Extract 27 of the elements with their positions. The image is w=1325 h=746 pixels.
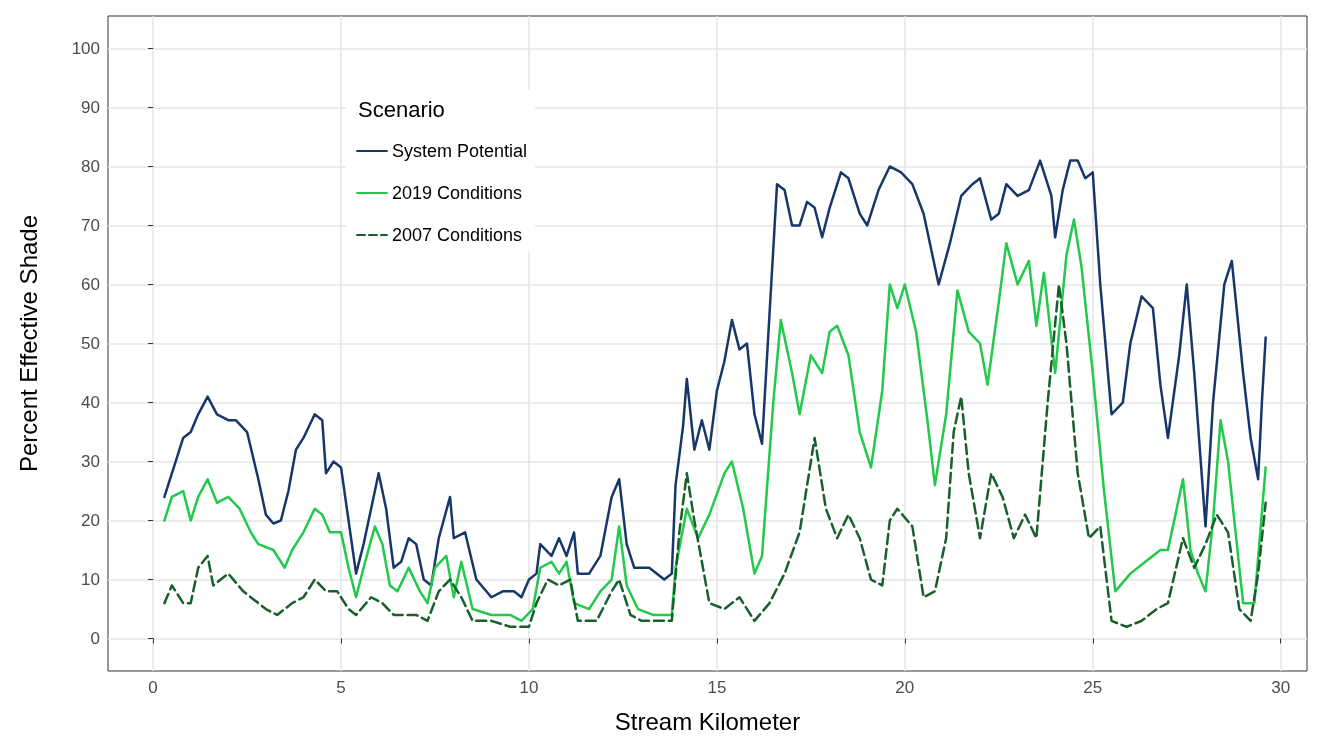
y-tick-label: 70	[81, 215, 100, 235]
y-tick-label: 60	[81, 274, 100, 294]
y-tick-label: 90	[81, 97, 100, 117]
y-tick-label: 50	[81, 334, 100, 353]
x-tick-label: 0	[148, 678, 158, 697]
x-tick-label: 5	[336, 678, 346, 697]
x-tick-label: 10	[519, 678, 539, 697]
y-tick-label: 80	[81, 156, 100, 176]
x-tick-label: 20	[895, 678, 915, 697]
y-tick-label: 0	[90, 629, 100, 649]
y-axis-title: Percent Effective Shade	[14, 214, 42, 473]
legend-label: 2007 Conditions	[392, 225, 523, 245]
x-axis-title: Stream Kilometer	[614, 707, 801, 735]
y-tick-label: 20	[81, 511, 100, 531]
line-series	[163, 283, 1267, 628]
x-tick-label: 25	[1083, 678, 1103, 697]
y-tick-label: 30	[81, 452, 100, 472]
x-tick-label: 15	[707, 678, 727, 697]
y-tick-label: 10	[81, 570, 100, 590]
legend-title: Scenario	[358, 96, 445, 122]
line-series	[163, 218, 1267, 623]
line-series	[163, 159, 1267, 599]
legend-label: System Potential	[392, 141, 528, 161]
legend-label: 2019 Conditions	[392, 183, 523, 203]
y-tick-label: 100	[71, 38, 100, 58]
x-tick-label: 30	[1271, 678, 1291, 697]
y-tick-label: 40	[81, 393, 100, 413]
